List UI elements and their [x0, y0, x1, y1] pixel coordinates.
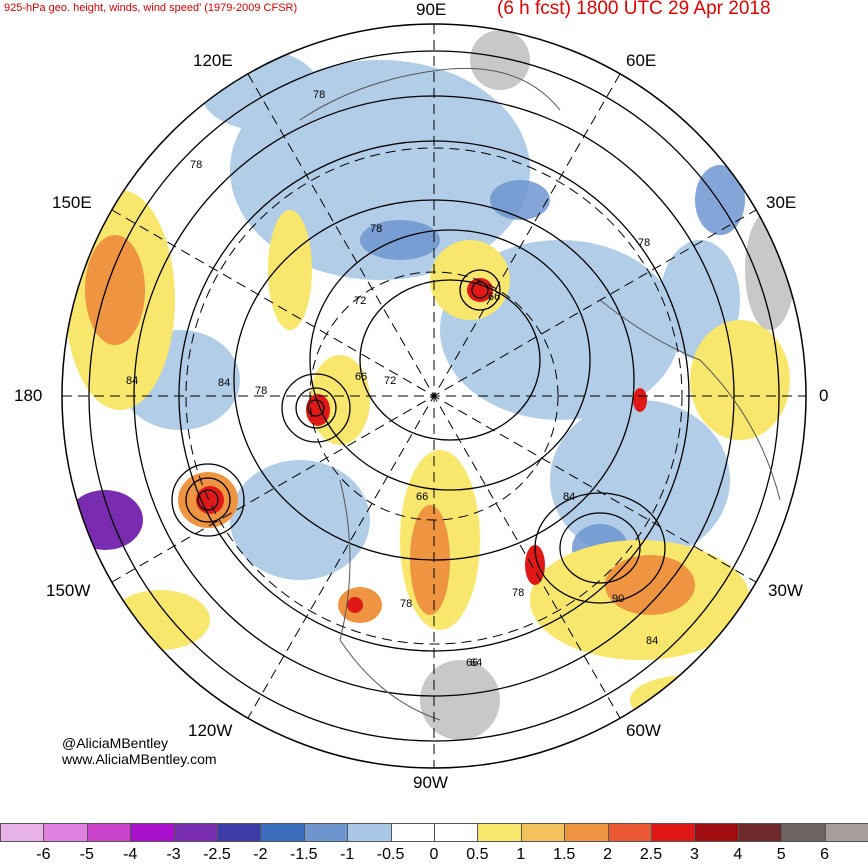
colorbar-label: 1.5	[553, 846, 576, 863]
colorbar-swatch	[607, 823, 652, 842]
colorbar-label: 2	[603, 846, 613, 863]
lon-label-90w: 90W	[413, 773, 448, 792]
lon-label-150w: 150W	[46, 581, 91, 600]
colorbar-swatch	[303, 823, 349, 842]
colorbar-label: -1	[340, 846, 355, 863]
contour-label: 84	[646, 635, 658, 647]
colorbar-label: -5	[79, 846, 94, 863]
colorbar-swatch	[737, 823, 783, 842]
map-border	[61, 23, 807, 769]
contour-label: 84	[126, 375, 138, 387]
contour-label: 66	[466, 657, 478, 669]
lon-label-120w: 120W	[188, 721, 233, 740]
colorbar-swatch	[520, 823, 566, 842]
colorbar-label: -4	[123, 846, 138, 863]
colorbar-swatch	[477, 823, 522, 842]
contour-label: 84	[218, 377, 230, 389]
contour-label: 84	[563, 491, 575, 503]
colorbar-label: 6	[820, 846, 830, 863]
colorbar: -6 -5 -4 -3 -2.5 -2 -1.5 -1 -0.5 0 0.5 1 1.5 2 2.5 3 4 5 6	[0, 823, 868, 865]
contour-label: 72	[354, 295, 366, 307]
colorbar-label: -3	[166, 846, 181, 863]
colorbar-label: -2.5	[203, 846, 231, 863]
lon-label-120e: 120E	[193, 51, 233, 70]
colorbar-swatch	[217, 823, 262, 842]
contour-label: 78	[400, 598, 412, 610]
colorbar-swatch	[564, 823, 609, 842]
contour-label: 78	[190, 159, 202, 171]
colorbar-label: -6	[36, 846, 51, 863]
contour-label: 72	[384, 375, 396, 387]
colorbar-swatch	[86, 823, 132, 842]
colorbar-swatch	[390, 823, 435, 842]
colorbar-label: 2.5	[639, 846, 663, 863]
colorbar-swatch	[824, 823, 868, 842]
colorbar-label: 4	[733, 846, 743, 863]
colorbar-swatch	[781, 823, 826, 842]
map-subtitle: 925-hPa geo. height, winds, wind speed' …	[4, 2, 298, 14]
contour-label: 64	[470, 657, 482, 669]
contour-label: 78	[313, 89, 325, 101]
colorbar-label: -2	[253, 846, 268, 863]
lon-label-60w: 60W	[626, 721, 661, 740]
contour-label: 90	[612, 593, 624, 605]
colorbar-label: 1	[516, 846, 526, 863]
colorbar-label: 5	[776, 846, 786, 863]
contour-label: 78	[370, 223, 382, 235]
contour-label: 78	[255, 385, 267, 397]
lon-label-60e: 60E	[626, 51, 657, 70]
map-title-valid-time: (6 h fcst) 1800 UTC 29 Apr 2018	[497, 0, 771, 19]
lon-label-150e: 150E	[52, 193, 92, 212]
credit-handle: @AliciaMBentley	[62, 735, 169, 751]
colorbar-swatch	[694, 823, 739, 842]
colorbar-swatch	[260, 823, 305, 842]
colorbar-label: -0.5	[376, 846, 405, 863]
colorbar-label: 3	[689, 846, 699, 863]
colorbar-swatch	[43, 823, 88, 842]
colorbar-label: -1.5	[290, 846, 318, 863]
colorbar-label: 0	[429, 846, 439, 863]
red-anomaly	[196, 278, 647, 613]
lon-label-30e: 30E	[766, 193, 797, 212]
lon-label-30w: 30W	[768, 581, 803, 600]
coastlines	[299, 67, 781, 721]
contour-label: 66	[488, 291, 500, 303]
lon-label-180: 180	[14, 386, 43, 405]
colorbar-swatch	[347, 823, 392, 842]
credit-website: www.AliciaMBentley.com	[62, 751, 217, 767]
colorbar-swatch	[0, 823, 45, 842]
colorbar-swatch	[434, 823, 479, 842]
graticule	[62, 24, 806, 768]
colorbar-swatch	[130, 823, 175, 842]
colorbar-swatch	[651, 823, 696, 842]
lon-label-90e: 90E	[416, 0, 447, 19]
contour-label: 78	[638, 237, 650, 249]
contour-label: 78	[512, 587, 524, 599]
contour-label: 66	[355, 371, 367, 383]
lon-label-0: 0	[819, 386, 829, 405]
polar-stereographic-map: 78 78 78 78 72 66 72 84 84 78 66 66 84 7…	[61, 23, 807, 769]
colorbar-swatch	[173, 823, 218, 842]
contour-label: 66	[416, 491, 428, 503]
colorbar-label: 0.5	[466, 846, 489, 863]
